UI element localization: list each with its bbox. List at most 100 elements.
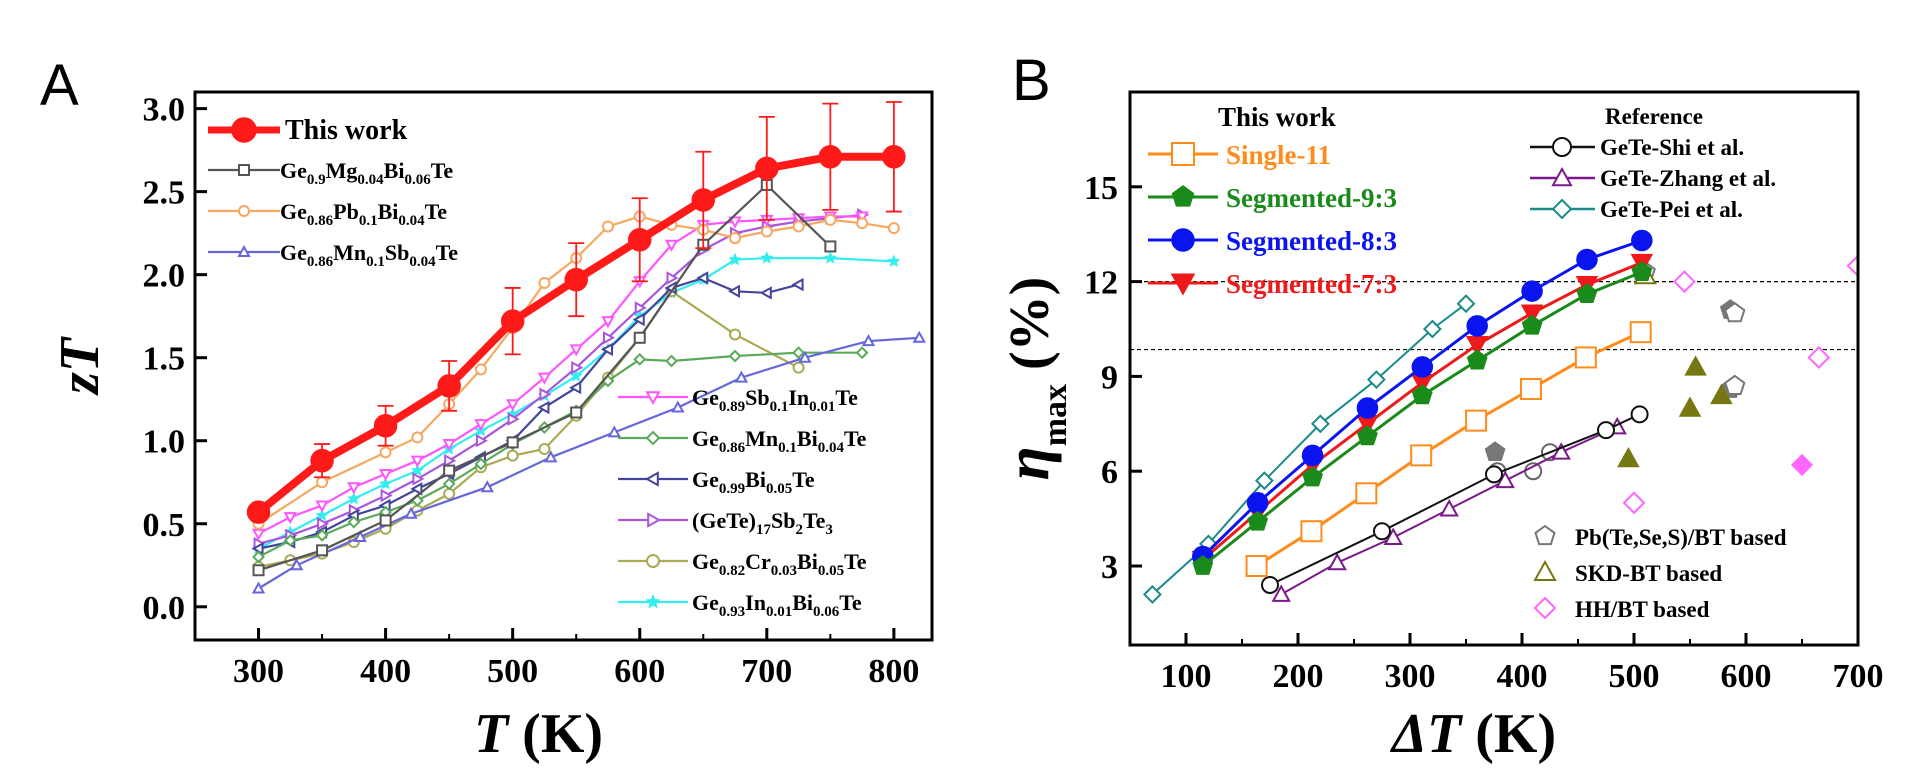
data-point [601, 316, 615, 329]
data-point [728, 349, 742, 363]
data-point [571, 360, 584, 375]
data-point [380, 488, 393, 503]
data-point [1485, 465, 1503, 484]
formula-part: Sb [745, 385, 769, 410]
data-point [500, 309, 525, 333]
x-axis-label: T (K) [474, 703, 603, 765]
data-point [1373, 522, 1391, 541]
formula-part: 0.05 [766, 481, 792, 497]
formula-part: 17 [756, 522, 772, 538]
y-axis-label: zT [49, 335, 111, 396]
formula-part: 0.01 [766, 604, 792, 620]
data-point [671, 400, 685, 413]
data-point [1357, 425, 1378, 446]
formula-part: 0.1 [359, 213, 378, 229]
series-b-1 [1192, 261, 1653, 575]
data-point [633, 352, 647, 366]
formula-part: 0.1 [366, 254, 385, 270]
legend-label: Ge0.89Sb0.1In0.01Te [692, 385, 858, 415]
data-point [505, 399, 520, 412]
data-point [410, 482, 423, 496]
formula-part: 0.93 [719, 604, 745, 620]
data-point [792, 346, 805, 360]
data-point [728, 216, 742, 229]
data-point [664, 239, 679, 252]
data-point [887, 254, 901, 268]
legend-b-scatter: Pb(Te,Se,S)/BT based SKD-BT based HH/BT ba… [1533, 524, 1787, 622]
data-point [378, 468, 393, 481]
series-b-4 [1261, 405, 1649, 594]
formula-part: 0.86 [307, 213, 334, 229]
scatter-point [1684, 355, 1707, 376]
data-point [727, 284, 741, 298]
formula-part: Te [425, 199, 448, 224]
data-point [475, 434, 488, 448]
data-point [824, 240, 837, 253]
data-point [564, 267, 588, 292]
data-point [1254, 471, 1274, 491]
scatter-b-2 [1622, 254, 1858, 515]
data-point [379, 514, 392, 527]
data-point [437, 374, 461, 398]
panel-b-plot [1130, 229, 1858, 604]
formula-part: Te [835, 385, 858, 410]
data-point [379, 446, 392, 459]
formula-part: 0.03 [771, 563, 797, 579]
formula-part: 0.86 [307, 254, 334, 270]
legend-label: Segmented-7:3 [1226, 269, 1397, 299]
panel-b-label: B [1012, 48, 1051, 113]
data-point [537, 372, 552, 385]
formula-part: Te [844, 426, 867, 451]
y-tick-label: 0.5 [143, 507, 186, 544]
data-point [1301, 444, 1324, 467]
y-tick-label: 3.0 [143, 92, 186, 129]
data-point [569, 344, 583, 357]
formula-part: 0.89 [719, 399, 745, 415]
data-point [444, 453, 457, 468]
data-point [607, 425, 622, 438]
data-point [316, 476, 329, 489]
legend-marker [1171, 228, 1195, 252]
x-axis-label-var: ΔT [1390, 703, 1464, 765]
series-b-4-line [1269, 413, 1641, 586]
series-b-3-line [1201, 261, 1643, 561]
data-point [537, 400, 550, 415]
x-tick-label: 700 [1833, 658, 1884, 695]
formula-part: 0.04 [409, 254, 436, 270]
data-point [1519, 378, 1542, 401]
formula-part: Te [431, 158, 454, 183]
legend-label: Ge0.86Pb0.1Bi0.04Te [280, 199, 447, 229]
formula-part: Ge [692, 426, 719, 451]
data-point [1300, 520, 1323, 543]
data-point [353, 529, 367, 543]
data-point [1245, 555, 1268, 577]
data-point [474, 419, 488, 432]
legend-label: Ge0.93In0.01Bi0.06Te [692, 590, 862, 620]
panel-b-frame [1128, 90, 1860, 647]
legend-marker [237, 244, 251, 257]
data-point [252, 564, 265, 577]
legend-marker [647, 512, 662, 528]
legend-marker [1551, 198, 1573, 220]
data-point [760, 225, 773, 238]
data-point [252, 550, 265, 564]
data-point [1630, 405, 1649, 424]
data-point [602, 331, 616, 345]
formula-part: Sb [385, 240, 409, 265]
data-point [1465, 336, 1489, 357]
formula-part: (GeTe) [692, 508, 756, 533]
data-point [1439, 499, 1459, 517]
data-point [506, 436, 519, 449]
data-point [600, 342, 613, 357]
scatter-point [1724, 301, 1746, 323]
data-point [289, 558, 304, 571]
data-point [632, 312, 645, 327]
legend-marker [646, 554, 660, 568]
data-point [1261, 575, 1279, 594]
legend-marker [1534, 524, 1556, 546]
y-axis-label-symbol: η [994, 446, 1062, 480]
data-point [1456, 294, 1476, 314]
data-point [246, 500, 271, 524]
formula-part: Te [844, 549, 867, 574]
x-tick-label: 600 [1721, 658, 1772, 695]
